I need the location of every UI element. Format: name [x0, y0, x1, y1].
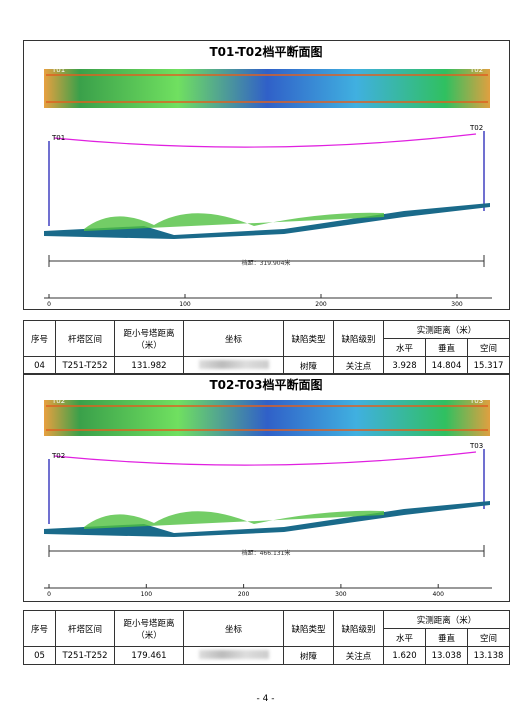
header-cell: 空间 [466, 338, 511, 357]
cell: 3.928 [383, 356, 426, 375]
tower-label: T03 [469, 442, 483, 450]
header-cell: 垂直 [425, 338, 468, 357]
header-cell: 空间 [466, 628, 511, 647]
tower-label: T01 [51, 66, 65, 74]
page-number: - 4 - [256, 694, 275, 704]
coordinate-cell [183, 646, 284, 665]
figure-title: T01-T02档平断面图 [210, 44, 323, 59]
vegetation [84, 212, 384, 231]
header-cell: 坐标 [183, 610, 284, 647]
cell: 14.804 [425, 356, 468, 375]
header-cell: 缺陷类型 [283, 320, 334, 357]
header-cell: 距小号塔距离（米） [114, 610, 184, 647]
cell: 05 [23, 646, 56, 665]
header-cell: 水平 [383, 628, 426, 647]
figure: T01-T02档平断面图 T01 T02 T01 T02 档距：319.904米 0 100 2… [23, 40, 510, 310]
figure-canvas: T01-T02档平断面图 T01 T02 T01 T02 档距：319.904米 0 100 2… [44, 44, 492, 308]
tower-label: T02 [51, 452, 65, 460]
redacted [198, 649, 269, 659]
header-cell: 水平 [383, 338, 426, 357]
header-cell: 杆塔区间 [55, 320, 115, 357]
tower-label: T02 [469, 66, 483, 74]
tick-label: 200 [238, 591, 250, 598]
tower-label: T01 [51, 134, 65, 142]
header-cell: 杆塔区间 [55, 610, 115, 647]
cell: 179.461 [114, 646, 184, 665]
span-label: 档距：466.131米 [242, 549, 291, 557]
tick-label: 100 [141, 591, 153, 598]
cell: T251-T252 [55, 356, 115, 375]
redacted [198, 359, 269, 369]
span-dim [48, 255, 485, 267]
figure-canvas: T02-T03档平断面图 T02 T03 T02 T03 档距：466.131米 0 100 2… [44, 377, 492, 598]
vegetation [84, 510, 384, 529]
header-cell: 缺陷级别 [333, 610, 384, 647]
cell: 树障 [283, 356, 334, 375]
cell: 13.038 [425, 646, 468, 665]
tick-label: 300 [335, 591, 347, 598]
header-cell: 序号 [23, 610, 56, 647]
header-cell: 坐标 [183, 320, 284, 357]
cell: T251-T252 [55, 646, 115, 665]
sag-curve [53, 133, 477, 148]
figure: T02-T03档平断面图 T02 T03 T02 T03 档距：466.131米 0 100 2… [23, 373, 510, 602]
header-cell: 距小号塔距离（米） [114, 320, 184, 357]
ground [44, 501, 490, 537]
header-cell: 缺陷级别 [333, 320, 384, 357]
cell: 13.138 [466, 646, 511, 665]
sag-curve [53, 451, 477, 466]
coordinate-cell [183, 356, 284, 375]
defect-table: 序号 杆塔区间 距小号塔距离（米） 坐标 缺陷类型 缺陷级别 实测距离（米） 水平 垂直 空间 04… [23, 320, 511, 375]
tower-label: T02 [51, 397, 65, 405]
tick-label: 300 [451, 301, 463, 308]
tick-label: 0 [47, 301, 51, 308]
cell: 15.317 [466, 356, 511, 375]
header-cell: 垂直 [425, 628, 468, 647]
span-label: 档距：319.904米 [242, 259, 291, 267]
cell: 关注点 [333, 356, 384, 375]
tower-label: T03 [469, 397, 483, 405]
header-cell: 缺陷类型 [283, 610, 334, 647]
cell: 1.620 [383, 646, 426, 665]
ground [44, 203, 490, 239]
cell: 关注点 [333, 646, 384, 665]
cell: 131.982 [114, 356, 184, 375]
cell: 04 [23, 356, 56, 375]
span-dim [48, 545, 485, 557]
header-cell: 序号 [23, 320, 56, 357]
cell: 树障 [283, 646, 334, 665]
tick-label: 0 [47, 591, 51, 598]
tick-label: 200 [315, 301, 327, 308]
header-cell: 实测距离（米） [382, 610, 511, 629]
tower-label: T02 [469, 124, 483, 132]
tick-label: 100 [179, 301, 191, 308]
header-cell: 实测距离（米） [382, 320, 511, 339]
figure-title: T02-T03档平断面图 [210, 377, 323, 392]
defect-table: 序号 杆塔区间 距小号塔距离（米） 坐标 缺陷类型 缺陷级别 实测距离（米） 水平 垂直 空间 05… [23, 610, 511, 665]
tick-label: 400 [432, 591, 444, 598]
